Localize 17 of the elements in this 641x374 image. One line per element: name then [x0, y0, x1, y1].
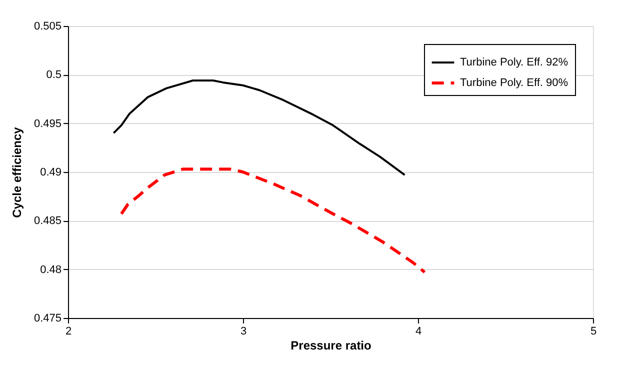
y-tick-label: 0.495: [34, 118, 62, 130]
y-tick-label: 0.485: [34, 215, 62, 228]
y-tick-label: 0.48: [40, 264, 62, 276]
x-tick-label: 4: [415, 326, 422, 338]
legend-label: Turbine Poly. Eff. 92%: [460, 56, 568, 68]
y-tick-label: 0.49: [40, 166, 62, 178]
x-tick-label: 5: [590, 326, 597, 338]
legend-label: Turbine Poly. Eff. 90%: [460, 77, 568, 89]
x-axis-title: Pressure ratio: [290, 338, 372, 352]
y-tick-label: 0.5: [46, 69, 62, 82]
x-tick-label: 2: [65, 326, 72, 338]
line-series: [120, 168, 426, 274]
x-tick-label: 3: [240, 326, 247, 338]
y-axis-title: Cycle efficiency: [10, 126, 24, 218]
line-series: [112, 80, 406, 176]
y-tick-label: 0.505: [34, 20, 62, 32]
y-tick-label: 0.475: [34, 312, 62, 324]
